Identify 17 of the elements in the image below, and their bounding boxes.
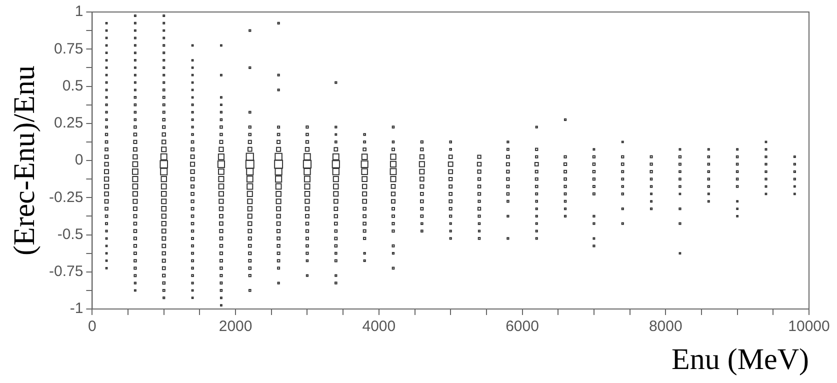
- x-tick-label: 8000: [648, 318, 682, 336]
- y-tick-label: 0.75: [54, 40, 84, 58]
- y-axis-title: (Erec-Enu)/Enu: [8, 66, 41, 256]
- x-tick-label: 4000: [362, 318, 396, 336]
- x-tick-label: 2000: [218, 318, 252, 336]
- y-tick-label: -0.75: [48, 263, 84, 280]
- y-tick-label: 0.5: [62, 77, 84, 94]
- y-tick-label: 0.25: [54, 114, 84, 132]
- y-tick-label: -1: [70, 300, 84, 318]
- x-tick-label: 6000: [506, 318, 539, 336]
- x-tick-label: 10000: [788, 318, 830, 336]
- y-tick-label: 0: [74, 152, 84, 169]
- x-axis-title: Enu (MeV): [672, 342, 809, 376]
- y-tick-label: -0.5: [57, 226, 84, 243]
- x-tick-label: 0: [88, 318, 96, 336]
- y-tick-label: 1: [74, 3, 84, 20]
- y-tick-label: -0.25: [48, 188, 84, 206]
